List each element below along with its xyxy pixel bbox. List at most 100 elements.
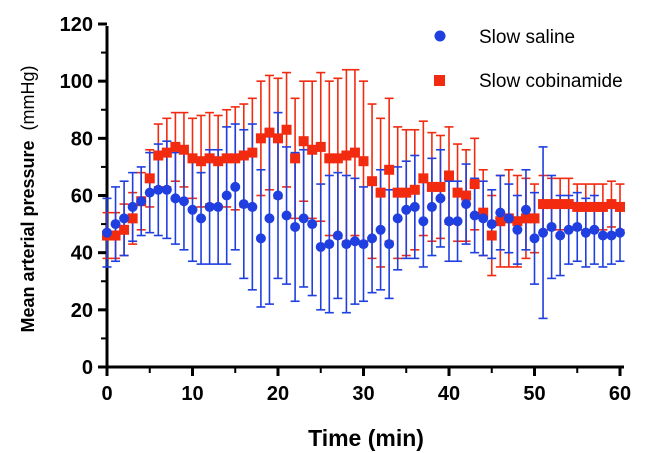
data-point-slow-cobinamide [264,127,275,138]
data-point-slow-saline [503,213,514,224]
data-point-slow-saline [230,181,241,192]
data-point-slow-saline [187,204,198,215]
data-point-slow-saline [435,193,446,204]
data-point-slow-saline [409,201,420,212]
data-point-slow-saline [452,216,463,227]
data-point-slow-cobinamide [435,181,446,192]
data-point-slow-saline [520,204,531,215]
data-point-slow-saline [332,230,343,241]
data-point-slow-cobinamide [589,201,600,212]
data-point-slow-cobinamide [170,141,181,152]
data-point-slow-cobinamide [615,201,625,212]
data-point-slow-saline [273,190,283,201]
data-point-slow-saline [127,201,138,212]
data-point-slow-cobinamide [375,187,386,198]
legend-label-slow-cobinamide: Slow cobinamide [479,71,623,92]
data-point-slow-saline [161,184,172,195]
data-point-slow-saline [307,219,318,230]
y-tick-label: 120 [60,14,93,36]
data-point-slow-saline [546,221,557,232]
x-tick-label: 50 [523,383,545,405]
data-point-slow-cobinamide [230,153,241,164]
data-point-slow-cobinamide [409,184,420,195]
data-point-slow-saline [401,204,412,215]
data-point-slow-cobinamide [418,173,429,184]
data-point-slow-cobinamide [606,199,617,210]
data-point-slow-cobinamide [461,190,472,201]
x-tick-label: 60 [609,383,631,405]
data-point-slow-saline [589,224,600,235]
data-point-slow-saline [384,239,395,250]
data-point-slow-saline [478,213,489,224]
data-point-slow-cobinamide [290,153,301,164]
data-point-slow-saline [144,187,155,198]
data-point-slow-cobinamide [221,153,232,164]
data-point-slow-saline [102,227,112,238]
data-point-slow-saline [349,236,360,247]
data-point-slow-cobinamide [161,147,172,158]
points-slow-saline [102,181,625,252]
data-point-slow-cobinamide [332,153,343,164]
data-point-slow-saline [170,193,181,204]
data-point-slow-cobinamide [341,150,352,161]
data-point-slow-cobinamide [478,207,489,218]
data-point-slow-saline [563,224,574,235]
data-point-slow-cobinamide [563,199,574,210]
x-tick-label: 10 [181,383,203,405]
data-point-slow-saline [136,196,147,207]
data-point-slow-saline [418,216,429,227]
data-point-slow-cobinamide [392,187,403,198]
data-point-slow-cobinamide [144,173,155,184]
data-point-slow-saline [512,224,523,235]
data-point-slow-saline [367,233,378,244]
data-point-slow-saline [495,207,506,218]
data-point-slow-saline [255,233,266,244]
data-point-slow-saline [580,227,591,238]
data-point-slow-saline [290,221,301,232]
data-point-slow-saline [444,216,454,227]
x-tick-label: 0 [101,383,112,405]
data-point-slow-saline [486,219,497,230]
data-point-slow-cobinamide [520,213,531,224]
data-point-slow-saline [153,184,164,195]
data-point-slow-saline [324,239,335,250]
x-ticks: 0 10 20 30 40 50 60 [101,367,631,405]
data-point-slow-saline [221,190,232,201]
legend-marker-circle-icon [434,30,446,42]
data-point-slow-cobinamide [538,199,549,210]
data-point-slow-saline [238,199,249,210]
data-point-slow-cobinamide [119,224,130,235]
data-point-slow-cobinamide [529,213,540,224]
data-point-slow-saline [119,213,130,224]
data-point-slow-saline [315,241,326,252]
data-point-slow-saline [461,199,472,210]
data-point-slow-cobinamide [273,133,283,144]
data-point-slow-cobinamide [572,201,583,212]
data-point-slow-saline [341,239,352,250]
data-point-slow-saline [606,230,617,241]
legend: Slow saline Slow cobinamide [434,27,623,92]
data-point-slow-cobinamide [555,199,566,210]
x-axis-title: Time (min) [308,425,424,451]
data-point-slow-cobinamide [452,187,463,198]
data-point-slow-cobinamide [196,156,207,167]
y-tick-label: 80 [71,128,93,150]
data-point-slow-cobinamide [281,124,292,135]
data-point-slow-cobinamide [187,153,198,164]
data-point-slow-cobinamide [367,176,378,187]
data-point-slow-cobinamide [324,153,335,164]
data-point-slow-saline [375,224,386,235]
data-point-slow-saline [196,213,207,224]
y-tick-label: 100 [60,71,93,93]
data-point-slow-cobinamide [495,216,506,227]
data-point-slow-saline [264,213,275,224]
data-point-slow-cobinamide [127,213,138,224]
x-tick-label: 20 [267,383,289,405]
data-point-slow-saline [555,230,566,241]
y-axis-title-unit: (mmHg) [18,65,38,130]
x-axis: 0 10 20 30 40 50 60 [101,365,631,405]
data-point-slow-cobinamide [315,141,326,152]
data-point-slow-saline [572,221,583,232]
y-axis-title: Mean arterial pressure (mmHg) [18,65,38,332]
